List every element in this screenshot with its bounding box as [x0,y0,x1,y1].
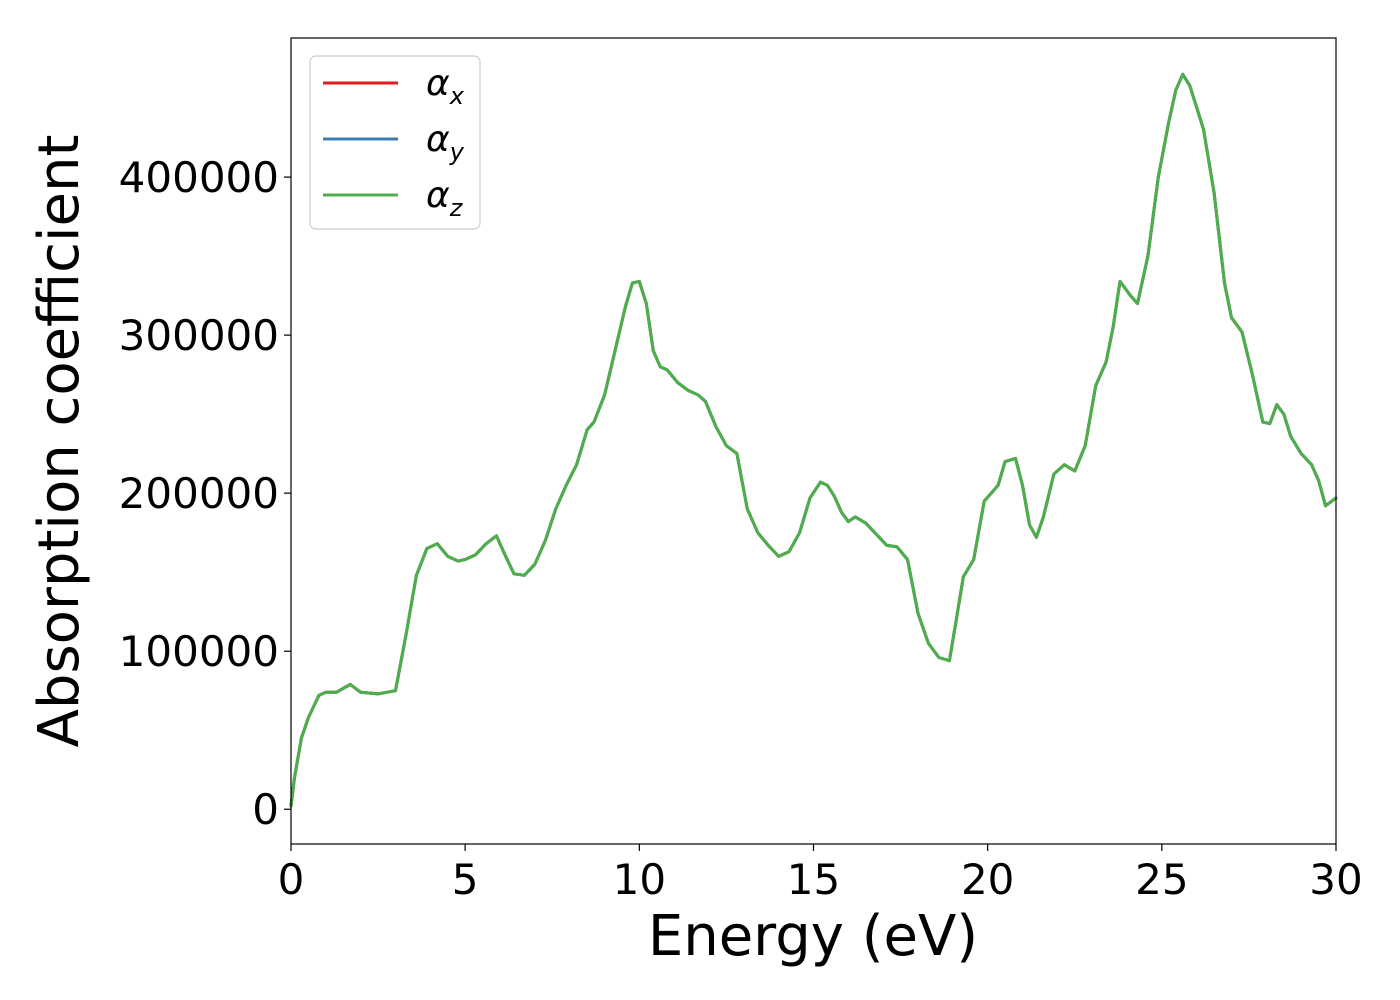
legend-label-x: αx [426,63,465,110]
x-tick-label: 20 [961,855,1014,904]
y-axis-ticks: 0 100000 200000 300000 400000 [119,153,291,834]
legend: αx αy αz [309,55,481,230]
x-tick-label: 0 [278,855,305,904]
legend-box [309,55,481,230]
legend-label-y: αy [426,119,465,166]
y-tick-label: 0 [252,785,279,834]
y-tick-label: 400000 [119,153,279,202]
series-layer [289,72,1338,808]
x-tick-label: 30 [1309,855,1362,904]
x-tick-label: 10 [613,855,666,904]
y-tick-label: 300000 [119,311,279,360]
x-axis-ticks: 0 5 10 15 20 25 30 [278,844,1363,904]
x-tick-label: 15 [787,855,840,904]
y-axis-title: Absorption coefficient [27,135,92,748]
y-tick-label: 100000 [119,627,279,676]
x-axis-title: Energy (eV) [648,904,978,969]
x-tick-label: 25 [1135,855,1188,904]
x-tick-label: 5 [452,855,479,904]
y-tick-label: 200000 [119,469,279,518]
legend-label-z: αz [426,175,464,222]
series-line-z [289,72,1338,808]
